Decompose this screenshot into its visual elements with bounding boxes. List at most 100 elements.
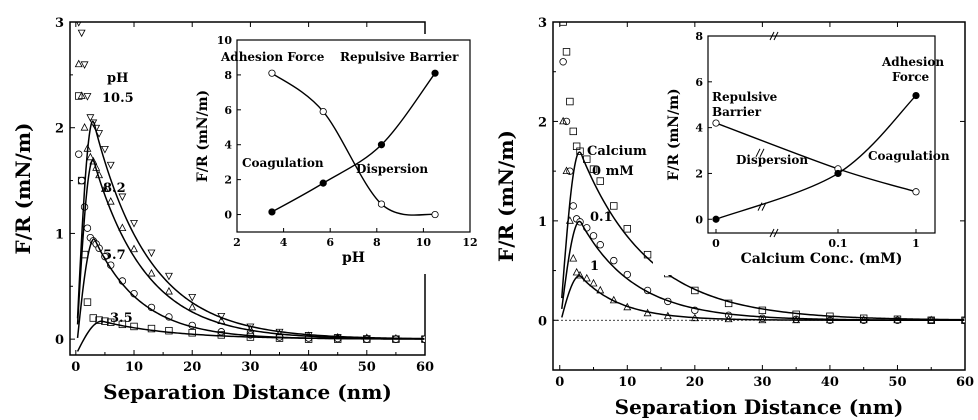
inset-x-tick-label: 2 bbox=[233, 236, 241, 249]
left-x-ticks: 0 10 20 30 40 50 60 bbox=[71, 22, 434, 375]
data-point-8.2 bbox=[118, 223, 127, 232]
left-inset-background bbox=[182, 34, 480, 274]
inset-y-tick-label: 10 bbox=[217, 34, 233, 47]
inset-y-tick-label: 6 bbox=[695, 76, 703, 89]
inset-x-tick-label: 0.1 bbox=[828, 237, 847, 250]
data-point-10.5 bbox=[100, 145, 109, 154]
inset-point-Adhesion Force bbox=[912, 91, 920, 100]
right-inset-x-ticks: 0 0.1 1 bbox=[712, 229, 920, 250]
fit-curve-0 mM bbox=[561, 151, 965, 321]
left-series-label-8.2: 8.2 bbox=[103, 181, 126, 196]
x-tick-label: 0 bbox=[71, 360, 80, 375]
data-point-0 mM bbox=[569, 127, 577, 136]
right-inset-frame bbox=[707, 35, 936, 234]
x-tick-label: 0 bbox=[555, 375, 564, 390]
inset-point-Adhesion Force bbox=[377, 200, 386, 208]
inset-x-tick-label: 8 bbox=[373, 236, 381, 249]
data-point-3.5 bbox=[83, 298, 92, 306]
axis-break-mark bbox=[773, 228, 779, 238]
y-tick-label: 2 bbox=[538, 115, 547, 130]
left-inset-y-ticks: 0 2 4 6 8 10 bbox=[217, 34, 241, 222]
axis-break-mark bbox=[769, 228, 775, 238]
inset-point-Adhesion Force bbox=[834, 169, 842, 178]
inset-x-tick-label: 12 bbox=[462, 236, 477, 249]
right-inset-annotation-repulsive: Repulsive bbox=[712, 90, 778, 104]
right-x-axis-label: Separation Distance (nm) bbox=[615, 395, 904, 419]
data-point-0 mM bbox=[566, 97, 574, 106]
data-point-5.7 bbox=[75, 150, 83, 158]
data-point-10.5 bbox=[106, 161, 115, 170]
left-series-label-5.7: 5.7 bbox=[103, 248, 126, 263]
data-point-3.5 bbox=[188, 329, 196, 337]
inset-point-Adhesion Force bbox=[712, 215, 720, 223]
right-inset-annotation-coagulation: Coagulation bbox=[868, 149, 950, 163]
data-point-10.5 bbox=[80, 61, 89, 69]
data-point-1 bbox=[589, 278, 598, 287]
inset-y-tick-label: 8 bbox=[695, 30, 703, 43]
right-data bbox=[553, 22, 965, 324]
axis-break-mark bbox=[773, 31, 779, 41]
left-inset-annotation-adhesion-force: Adhesion Force bbox=[220, 50, 325, 64]
inset-y-tick-label: 8 bbox=[224, 69, 232, 82]
data-point-10.5 bbox=[77, 29, 86, 38]
plot-area bbox=[553, 22, 965, 324]
x-tick-label: 50 bbox=[888, 375, 906, 390]
left-inset: 2 4 6 8 10 12 0 2 4 6 8 10 pH F/R (mN/m) Adhesion … bbox=[182, 34, 480, 274]
data-point-1 bbox=[572, 267, 581, 276]
y-tick-label: 1 bbox=[538, 215, 547, 230]
right-inset-annotation-force: Force bbox=[892, 70, 929, 84]
inset-curve-Adhesion Force bbox=[271, 72, 436, 216]
right-plot-frame bbox=[552, 21, 966, 371]
data-point-3.5 bbox=[217, 331, 226, 339]
data-point-0 mM bbox=[724, 299, 733, 308]
data-point-10.5 bbox=[164, 272, 173, 281]
data-point-0.1 bbox=[610, 256, 618, 265]
data-point-5.7 bbox=[77, 176, 86, 185]
x-tick-label: 10 bbox=[125, 360, 143, 375]
data-point-10.5 bbox=[76, 22, 82, 27]
inset-point-Repulsive Barrier bbox=[912, 188, 920, 196]
data-point-8.2 bbox=[130, 244, 138, 253]
inset-point-Repulsive Barrier bbox=[377, 141, 386, 149]
data-point-1 bbox=[559, 116, 568, 125]
data-point-8.2 bbox=[147, 268, 156, 277]
data-point-3.5 bbox=[165, 326, 173, 335]
data-point-1 bbox=[576, 270, 584, 279]
y-tick-label: 0 bbox=[55, 333, 64, 348]
right-inset-annotation-barrier: Barrier bbox=[712, 105, 762, 119]
data-point-10.5 bbox=[92, 124, 101, 133]
data-point-0.1 bbox=[596, 241, 604, 249]
data-point-0 mM bbox=[758, 306, 767, 315]
inset-x-tick-label: 0 bbox=[712, 237, 720, 250]
left-legend-title: pH bbox=[107, 71, 128, 86]
inset-y-tick-label: 0 bbox=[224, 209, 232, 222]
inset-x-tick-label: 1 bbox=[912, 237, 920, 250]
inset-x-tick-label: 4 bbox=[280, 236, 288, 249]
data-point-8.2 bbox=[188, 302, 197, 311]
data-point-10.5 bbox=[86, 114, 95, 122]
left-y-axis-label: F/R (mN/m) bbox=[11, 123, 35, 255]
right-series-label-1: 1 bbox=[590, 259, 599, 274]
data-point-0 mM bbox=[559, 22, 567, 26]
x-tick-label: 30 bbox=[753, 375, 771, 390]
data-point-1 bbox=[582, 273, 591, 282]
data-point-0 mM bbox=[610, 202, 618, 210]
inset-y-tick-label: 0 bbox=[695, 213, 703, 226]
y-tick-label: 1 bbox=[55, 227, 64, 242]
left-inset-y-label: F/R (mN/m) bbox=[195, 90, 211, 182]
left-inset-x-ticks: 2 4 6 8 10 12 bbox=[233, 228, 478, 249]
x-tick-label: 30 bbox=[241, 360, 259, 375]
inset-point-Repulsive Barrier bbox=[268, 208, 276, 216]
data-point-10.5 bbox=[147, 249, 156, 258]
right-inset-x-label: Calcium Conc. (mM) bbox=[741, 251, 903, 267]
data-point-8.2 bbox=[74, 59, 83, 68]
left-x-axis-label: Separation Distance (nm) bbox=[103, 380, 392, 404]
data-point-3.5 bbox=[75, 92, 83, 100]
data-point-0 mM bbox=[562, 48, 571, 56]
plot-area bbox=[74, 22, 425, 352]
inset-point-Repulsive Barrier bbox=[319, 179, 327, 187]
data-point-8.2 bbox=[164, 286, 173, 295]
fit-curve-1 bbox=[561, 275, 965, 322]
